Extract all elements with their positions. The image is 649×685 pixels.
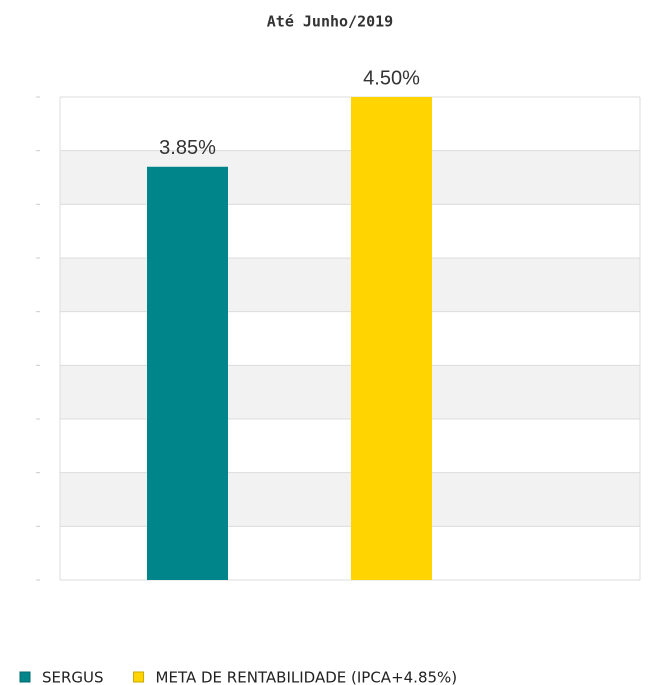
bar — [351, 97, 432, 580]
bar — [147, 166, 228, 580]
value-label: 3.85% — [159, 137, 216, 159]
legend-label: META DE RENTABILIDADE (IPCA+4.85%) — [156, 669, 458, 685]
value-label: 4.50% — [363, 67, 420, 89]
legend-swatch — [19, 671, 31, 683]
legend-swatch — [133, 671, 145, 683]
chart-title: Até Junho/2019 — [267, 13, 393, 31]
legend-label: SERGUS — [42, 669, 104, 685]
